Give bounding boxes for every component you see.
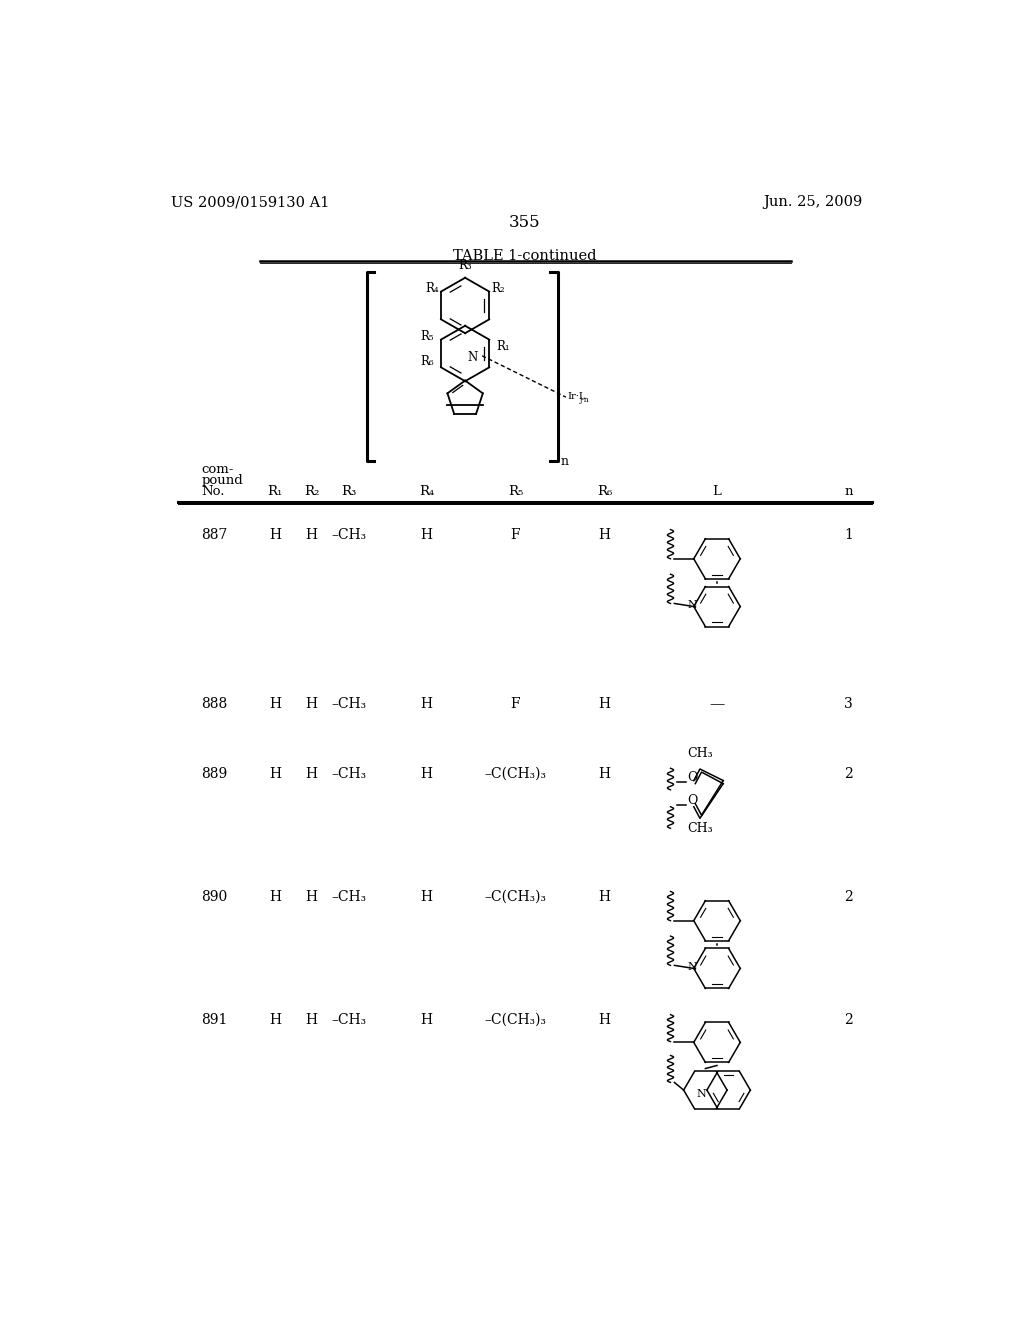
Text: R₅: R₅ — [421, 330, 434, 343]
Text: H: H — [599, 890, 610, 904]
Text: H: H — [599, 528, 610, 543]
Text: N: N — [687, 962, 697, 972]
Text: N: N — [687, 601, 697, 610]
Text: CH₃: CH₃ — [687, 822, 713, 836]
Text: H: H — [599, 697, 610, 711]
Text: com-: com- — [202, 463, 234, 477]
Text: –CH₃: –CH₃ — [332, 697, 367, 711]
Text: 2: 2 — [845, 890, 853, 904]
Text: F: F — [511, 697, 520, 711]
Text: H: H — [421, 697, 432, 711]
Text: 2: 2 — [845, 767, 853, 780]
Text: O: O — [687, 795, 698, 807]
Text: H: H — [269, 528, 282, 543]
Text: pound: pound — [202, 474, 244, 487]
Text: F: F — [511, 528, 520, 543]
Text: 3: 3 — [845, 697, 853, 711]
Text: R₂: R₂ — [304, 484, 319, 498]
Text: L: L — [713, 484, 722, 498]
Text: n: n — [560, 455, 568, 467]
Text: R₃: R₃ — [341, 484, 356, 498]
Text: R₂: R₂ — [492, 282, 505, 296]
Text: 890: 890 — [202, 890, 228, 904]
Text: CH₃: CH₃ — [687, 747, 713, 760]
Text: 1: 1 — [845, 528, 853, 543]
Text: H: H — [306, 890, 317, 904]
Text: 887: 887 — [202, 528, 228, 543]
Text: H: H — [421, 528, 432, 543]
Text: H: H — [306, 697, 317, 711]
Text: 355: 355 — [509, 214, 541, 231]
Text: 889: 889 — [202, 767, 228, 780]
Text: US 2009/0159130 A1: US 2009/0159130 A1 — [171, 195, 329, 210]
Text: R₆: R₆ — [421, 355, 434, 368]
Text: 891: 891 — [202, 1014, 228, 1027]
Text: H: H — [306, 1014, 317, 1027]
Text: R₁: R₁ — [496, 341, 510, 352]
Text: H: H — [421, 767, 432, 780]
Text: –CH₃: –CH₃ — [332, 1014, 367, 1027]
Text: 2: 2 — [845, 1014, 853, 1027]
Text: Jun. 25, 2009: Jun. 25, 2009 — [764, 195, 863, 210]
Text: H: H — [421, 890, 432, 904]
Text: No.: No. — [202, 484, 225, 498]
Text: R₄: R₄ — [425, 282, 438, 296]
Text: Ir·L: Ir·L — [567, 392, 586, 401]
Text: H: H — [599, 1014, 610, 1027]
Text: R₅: R₅ — [508, 484, 523, 498]
Text: H: H — [421, 1014, 432, 1027]
Text: –CH₃: –CH₃ — [332, 890, 367, 904]
Text: R₆: R₆ — [597, 484, 612, 498]
Text: j-n: j-n — [580, 396, 590, 404]
Text: –C(CH₃)₃: –C(CH₃)₃ — [484, 1014, 547, 1027]
Text: H: H — [269, 1014, 282, 1027]
Text: N: N — [468, 351, 478, 364]
Text: n: n — [845, 484, 853, 498]
Text: R₃: R₃ — [459, 259, 472, 272]
Text: R₁: R₁ — [267, 484, 283, 498]
Text: 888: 888 — [202, 697, 228, 711]
Text: H: H — [269, 890, 282, 904]
Text: –C(CH₃)₃: –C(CH₃)₃ — [484, 890, 547, 904]
Text: TABLE 1-continued: TABLE 1-continued — [453, 249, 597, 263]
Text: –CH₃: –CH₃ — [332, 528, 367, 543]
Text: –CH₃: –CH₃ — [332, 767, 367, 780]
Text: H: H — [269, 767, 282, 780]
Text: H: H — [306, 528, 317, 543]
Text: H: H — [269, 697, 282, 711]
Text: O: O — [687, 771, 698, 784]
Text: N: N — [696, 1089, 707, 1100]
Text: H: H — [599, 767, 610, 780]
Text: –C(CH₃)₃: –C(CH₃)₃ — [484, 767, 547, 780]
Text: R₄: R₄ — [419, 484, 434, 498]
Text: —: — — [710, 697, 725, 711]
Text: H: H — [306, 767, 317, 780]
